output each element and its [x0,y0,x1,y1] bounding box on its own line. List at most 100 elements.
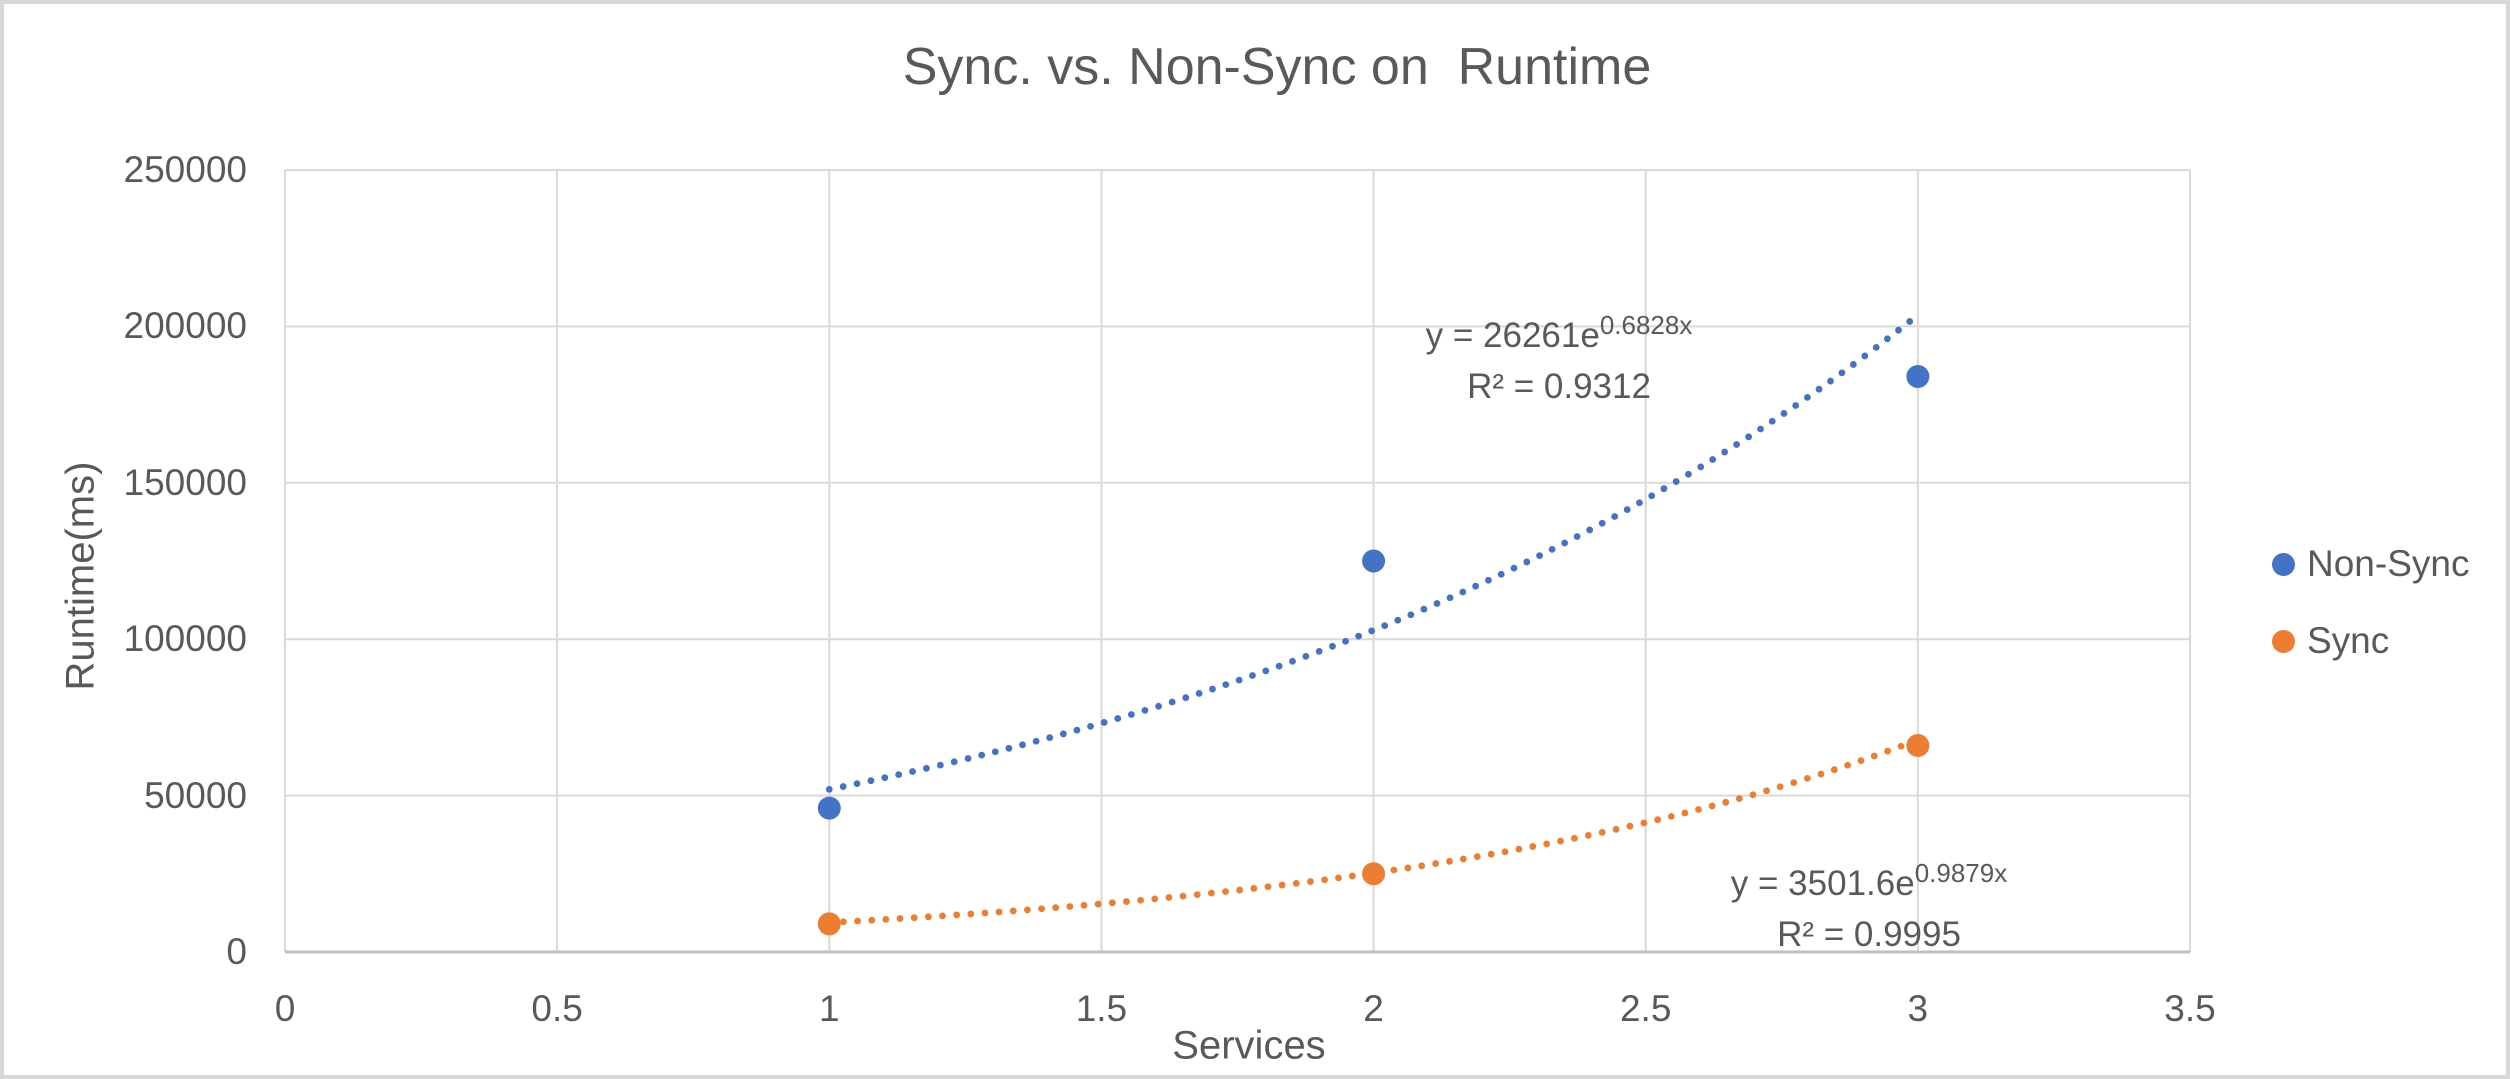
trendline-dot [1418,862,1426,870]
trendline-dot [1640,819,1648,827]
trendline-dot [1510,564,1518,572]
trendline-dot [1722,798,1730,806]
trendline-dot [1708,802,1716,810]
trendline-dot [950,758,958,766]
trendline-dot [853,780,861,788]
trendline-dot [1884,747,1892,755]
trendline-dot [1207,889,1215,897]
y-tick-label: 0 [226,931,247,972]
trendline-dot [1222,888,1229,896]
y-tick-label: 200000 [123,305,247,347]
trendline-dot [1019,741,1026,749]
trendline-dot [1473,853,1481,861]
trendline-dot [1250,885,1258,892]
trendline-dot [1307,878,1314,885]
trendline-dot [1459,588,1467,596]
trendline-dot [1571,834,1578,842]
y-tick-label: 50000 [144,774,247,816]
trendline-dot [1780,410,1788,417]
data-point-sync [1906,734,1930,758]
trendline-dot [1355,632,1363,640]
trendline-dot [1236,886,1244,894]
trendline-dot [1193,891,1201,899]
trendline-dot [1849,361,1857,368]
trendline-dot [953,911,961,919]
trendline-dot [882,916,890,923]
trendline-dot [1032,737,1040,745]
trendline-dot [1768,417,1776,425]
trendline-dot [1529,843,1537,850]
trendline-dot [1151,895,1159,903]
legend-item-non-sync: Non-Sync [2272,543,2469,585]
trendline-dot [1342,637,1349,645]
trendline-dot [854,917,861,925]
trendline-dot [1262,667,1270,675]
trendline-dot [1709,456,1717,463]
trendline-dot [1648,492,1656,500]
trendline-dot [1209,685,1216,693]
trendline-dot [1321,876,1328,884]
trendline-dot [1005,744,1013,752]
trendline-r-squared-non-sync: R² = 0.9312 [1467,366,1651,406]
trendline-dot [1844,761,1852,769]
trendline-dot [1861,352,1869,360]
trendline-dot [1127,711,1135,718]
trendline-equation-non-sync: y = 26261e0.6828x R² = 0.9312 [1426,300,1693,412]
trendline-dot [1827,377,1834,385]
trendline-dot [895,771,903,779]
trendline-dot [1611,513,1619,520]
trendline-dot [1697,463,1705,471]
trendline-dot [909,768,916,775]
trendline-dot [1235,676,1243,684]
trendline-dot [924,913,932,921]
trendline-dot [1598,828,1606,836]
chart-title: Sync. vs. Non-Sync on Runtime [902,38,1652,96]
trendline-dot [1790,779,1798,787]
x-tick-label: 1 [818,988,840,1029]
equation-exponent: 0.6828x [1599,310,1693,341]
trendline-dot [1757,425,1764,433]
trendline-dot [1302,652,1310,660]
trendline-dot [1561,539,1569,547]
trendline-dot [1485,576,1492,584]
trendline-dot [939,912,946,920]
trendline-dot [1024,906,1031,914]
trendline-dot [1472,582,1480,590]
trendline-dot [1114,715,1122,722]
trendline-dot [1792,402,1800,409]
trendline-equation-non-sync-text: y = 26261e0.6828x [1426,300,1693,361]
trendline-dot [1155,702,1162,710]
trendline-dot [1420,605,1428,613]
trendline-dot [1459,855,1467,863]
trendline-dot [896,915,904,922]
data-point-non-sync [1906,364,1930,388]
x-tick-label: 3 [1907,988,1929,1029]
trendline-dot [1137,896,1145,904]
trendline-dot [1094,900,1102,908]
trendline-dot [1038,905,1045,913]
trendline-dot [1897,742,1905,750]
data-point-non-sync [817,796,841,820]
trendline-dot [1066,903,1074,910]
trendline-dot [1368,627,1376,635]
x-axis-title: Services [1172,1023,1326,1068]
y-tick-label: 100000 [123,618,247,660]
trendline-dot [1009,907,1017,915]
trendline-dot [1548,545,1556,553]
x-tick-label: 0 [274,988,296,1029]
data-point-non-sync [1362,549,1386,573]
trendline-dot [839,783,847,790]
trendline-dot [1292,879,1300,887]
trendline-dot [1168,698,1176,706]
trendline-dot [1087,722,1094,730]
trendline-dot [1543,840,1551,848]
trendline-dot [1329,642,1336,650]
x-tick-label: 3.5 [2164,988,2216,1029]
trendline-dot [1080,901,1088,909]
trendline-dot [1695,806,1702,813]
trendline-dot [1626,822,1634,830]
trendline-dot [910,914,918,922]
trendline-dot [1721,448,1729,456]
trendline-dot [1667,812,1675,820]
trendline-dot [995,908,1003,916]
